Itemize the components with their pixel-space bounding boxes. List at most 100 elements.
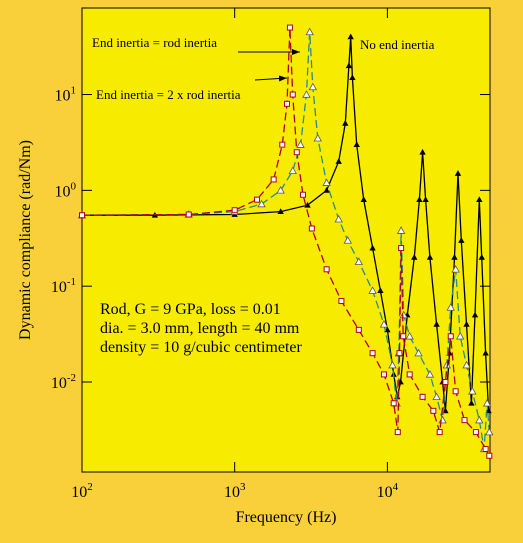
marker: [400, 333, 407, 340]
marker: [347, 33, 354, 40]
marker: [411, 254, 418, 260]
marker: [399, 310, 408, 319]
marker: [433, 320, 440, 327]
marker: [380, 371, 387, 378]
marker: [468, 399, 475, 406]
y-tick-label: 100: [55, 180, 77, 200]
marker: [458, 237, 465, 243]
marks: [77, 24, 494, 459]
marker: [296, 140, 305, 148]
marker: [299, 191, 306, 198]
marker: [334, 214, 343, 223]
marker: [463, 320, 470, 327]
marker: [343, 236, 352, 244]
marker: [279, 141, 286, 148]
marker: [472, 429, 479, 436]
marker: [377, 287, 384, 293]
marker: [342, 120, 349, 126]
marker: [452, 388, 459, 395]
marker: [394, 429, 401, 436]
marker: [379, 319, 389, 328]
marker: [396, 350, 403, 357]
marker: [354, 257, 363, 265]
marker: [308, 225, 315, 232]
marker: [276, 186, 285, 194]
marker: [432, 392, 441, 401]
marker: [257, 199, 266, 208]
marker: [482, 445, 489, 452]
y-tick-label: 101: [55, 85, 77, 105]
marker: [355, 326, 362, 333]
marker: [442, 407, 449, 414]
marker: [79, 212, 85, 219]
marker: [476, 196, 483, 203]
marker: [302, 90, 311, 98]
x-tick-label: 102: [71, 481, 93, 501]
marker: [322, 178, 331, 186]
marker: [338, 298, 345, 305]
marker: [396, 226, 406, 234]
marker: [471, 311, 479, 318]
y-axis-label: Dynamic compliance (rad/Nm): [17, 140, 34, 340]
marker: [369, 350, 376, 357]
marker: [390, 400, 397, 407]
annotation: Rod, G = 9 GPa, loss = 0.01: [100, 301, 281, 318]
marker: [277, 208, 284, 215]
marker: [288, 166, 297, 174]
marker: [478, 254, 485, 260]
x-tick-label: 103: [224, 481, 246, 501]
marker: [461, 417, 468, 424]
marker: [447, 333, 454, 340]
marker: [442, 378, 449, 385]
annotation: density = 10 g/cubic centimeter: [100, 339, 303, 356]
marker: [426, 254, 434, 260]
marker: [360, 196, 367, 203]
marker: [286, 24, 293, 31]
marker: [485, 427, 494, 436]
y-tick-label: 10-1: [51, 276, 76, 296]
marker: [456, 331, 465, 340]
marker: [323, 266, 330, 273]
marker: [368, 286, 377, 294]
marker: [405, 331, 414, 340]
marker: [308, 82, 318, 91]
marker: [419, 393, 426, 400]
series-label: End inertia = 2 x rod inertia: [96, 87, 241, 102]
marker: [345, 62, 353, 69]
x-axis-label: Frequency (Hz): [236, 509, 337, 526]
marker: [482, 349, 489, 356]
marker: [414, 348, 423, 357]
marker: [283, 100, 290, 107]
marker: [430, 407, 437, 414]
marker: [384, 326, 391, 333]
marker: [293, 149, 300, 156]
marker: [425, 370, 435, 378]
annotation: dia. = 3.0 mm, length = 40 mm: [100, 320, 300, 337]
marker: [369, 244, 376, 251]
marker: [482, 398, 492, 407]
marker: [270, 176, 277, 183]
marker: [422, 196, 429, 203]
marker: [419, 148, 426, 155]
marker: [446, 303, 455, 311]
marker: [185, 211, 192, 218]
arrow: [254, 75, 288, 82]
marker: [485, 407, 492, 414]
marker: [254, 196, 261, 203]
marker: [451, 254, 458, 260]
marker: [353, 141, 360, 148]
marker: [305, 27, 314, 36]
marker: [416, 196, 423, 203]
marker: [462, 360, 471, 369]
marker: [349, 74, 356, 81]
marker: [323, 187, 330, 193]
marker: [454, 170, 462, 176]
marker: [335, 158, 342, 164]
series-label: No end inertia: [360, 37, 435, 52]
marker: [313, 133, 322, 142]
series-label: End inertia = rod inertia: [92, 35, 217, 50]
marker: [231, 207, 238, 214]
marker: [451, 264, 460, 273]
marker: [468, 386, 477, 395]
